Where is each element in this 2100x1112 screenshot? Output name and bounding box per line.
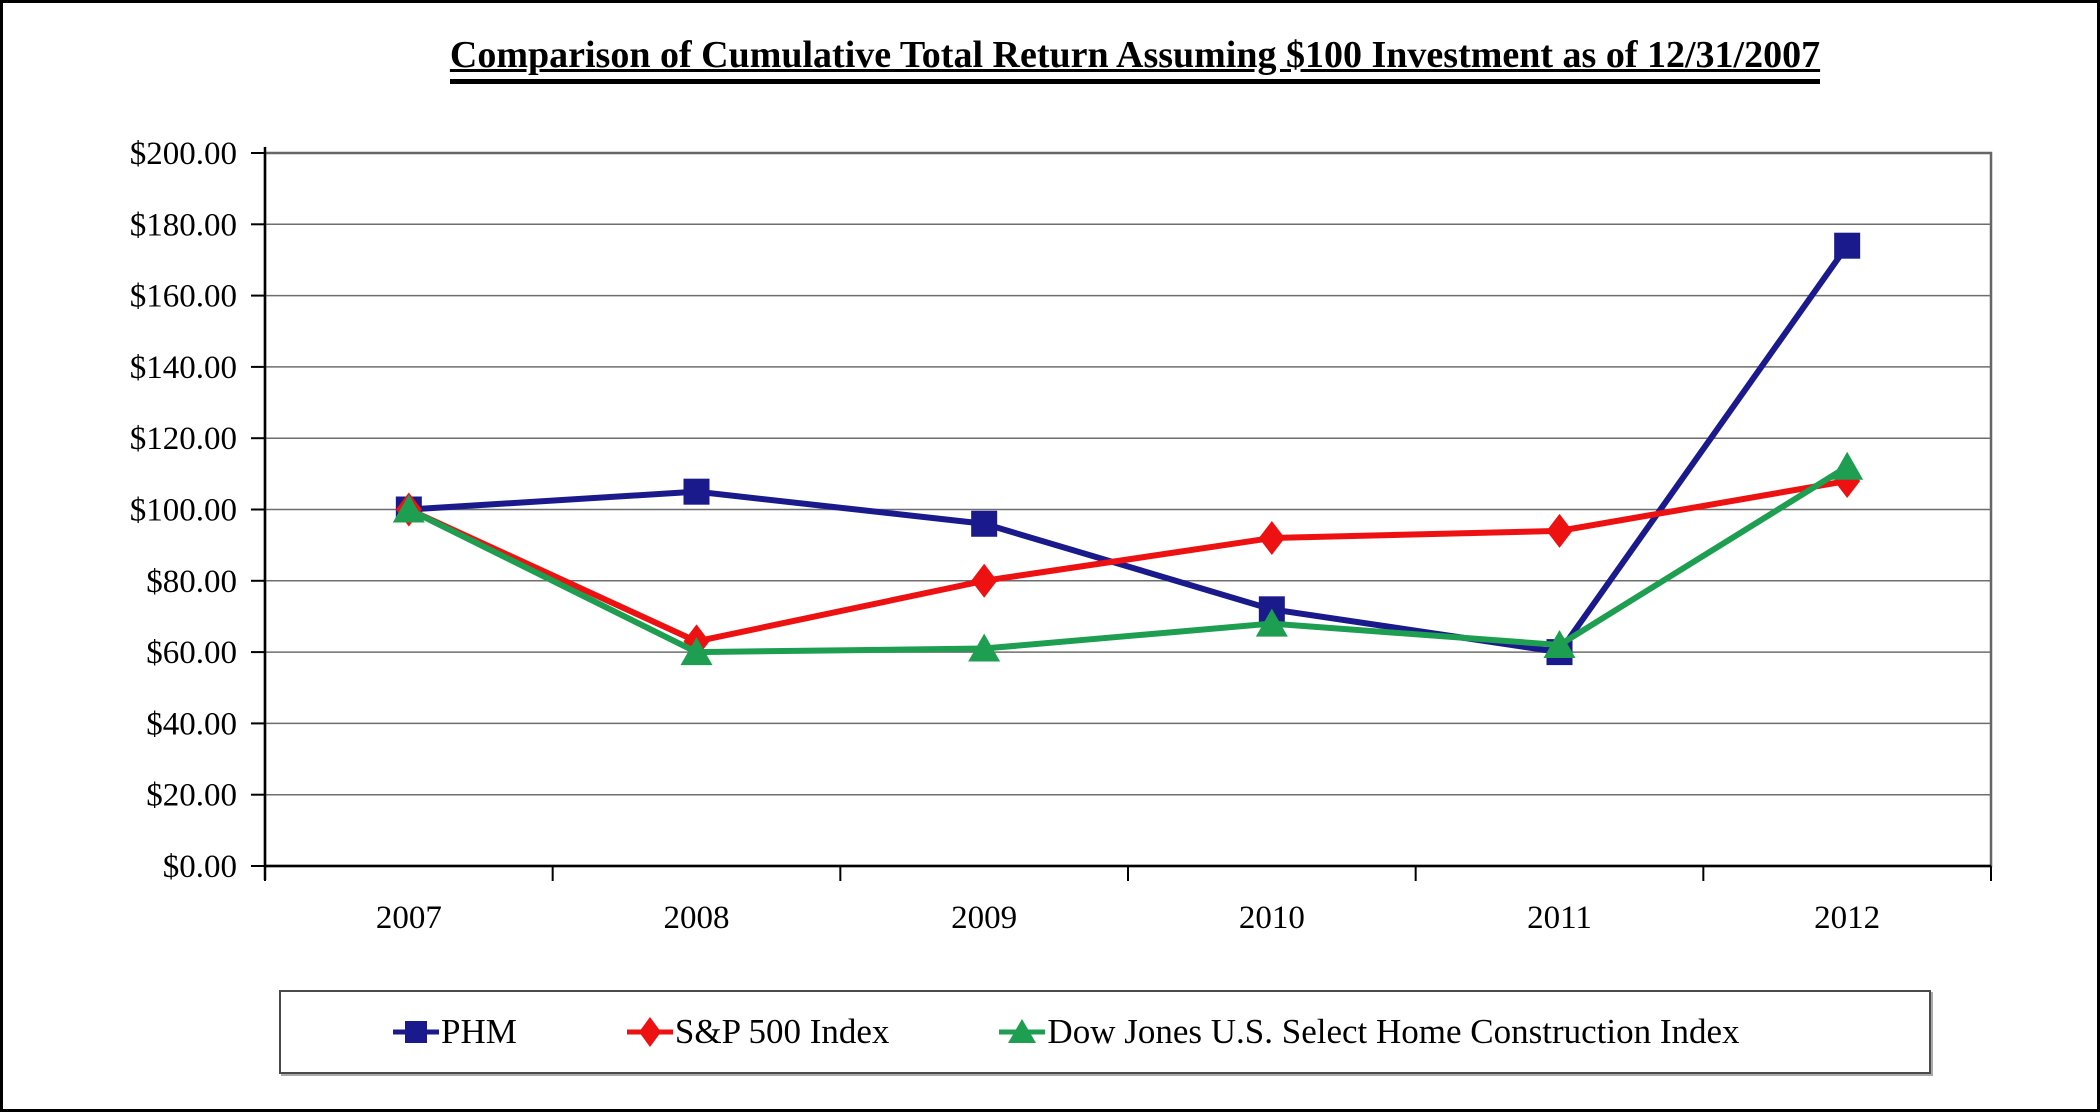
data-marker-square xyxy=(1834,232,1861,259)
y-axis-tick-label: $0.00 xyxy=(163,849,237,885)
chart-title: Comparison of Cumulative Total Return As… xyxy=(183,33,2087,84)
data-marker-diamond xyxy=(1546,513,1573,548)
legend-label: Dow Jones U.S. Select Home Construction … xyxy=(1047,1012,1740,1051)
data-marker-diamond xyxy=(638,1017,661,1047)
y-axis-tick-label: $80.00 xyxy=(146,564,237,600)
x-axis-label: 2011 xyxy=(1527,900,1592,936)
series-line xyxy=(408,243,1850,656)
data-marker-triangle xyxy=(392,494,425,523)
data-marker-triangle xyxy=(1543,629,1576,658)
y-axis-tick-label: $20.00 xyxy=(146,778,237,814)
x-axis-label: 2010 xyxy=(1239,900,1305,936)
data-marker-square xyxy=(683,478,710,505)
y-axis-tick-label: $180.00 xyxy=(130,207,237,243)
series-triangle xyxy=(392,451,1864,666)
data-marker-diamond xyxy=(971,563,998,598)
y-axis-tick-label: $40.00 xyxy=(146,706,237,742)
x-axis-label: 2009 xyxy=(951,900,1017,936)
data-marker-square xyxy=(971,510,998,537)
legend-label: PHM xyxy=(441,1012,517,1051)
data-marker-triangle xyxy=(680,637,713,666)
series-line xyxy=(407,478,1848,645)
data-marker-diamond xyxy=(1258,521,1285,556)
data-marker-triangle xyxy=(968,633,1001,662)
legend-marker-icon xyxy=(626,1017,673,1047)
data-marker-triangle xyxy=(1008,1019,1037,1043)
y-axis-tick-label: $60.00 xyxy=(146,635,237,671)
x-axis-label: 2008 xyxy=(664,900,730,936)
x-axis-label: 2007 xyxy=(376,900,442,936)
y-axis-tick-label: $160.00 xyxy=(130,279,237,315)
y-axis-tick-label: $120.00 xyxy=(130,421,237,457)
data-marker-triangle xyxy=(1831,451,1864,480)
series-line xyxy=(407,464,1849,656)
data-marker-triangle xyxy=(1255,608,1288,637)
y-axis-tick-label: $140.00 xyxy=(130,350,237,386)
legend-marker-icon xyxy=(393,1021,439,1043)
legend-label: S&P 500 Index xyxy=(674,1012,890,1051)
legend-item: Dow Jones U.S. Select Home Construction … xyxy=(999,1012,1740,1052)
legend-item: S&P 500 Index xyxy=(626,1012,890,1052)
legend-marker-icon xyxy=(999,1019,1046,1043)
y-axis-tick-label: $100.00 xyxy=(130,493,237,529)
legend-item: PHM xyxy=(393,1012,517,1052)
chart-legend: PHM S&P 500 Index Dow Jones U.S. Select Ho… xyxy=(279,990,1931,1074)
chart-title-text: Comparison of Cumulative Total Return As… xyxy=(449,33,1821,84)
line-chart: $0.00 $20.00 $40.00 $60.00 $80.00 $100.00 $120… xyxy=(130,136,1993,936)
data-marker-square xyxy=(405,1021,427,1043)
y-axis-tick-label: $200.00 xyxy=(130,136,237,172)
x-axis-label: 2012 xyxy=(1814,900,1880,936)
